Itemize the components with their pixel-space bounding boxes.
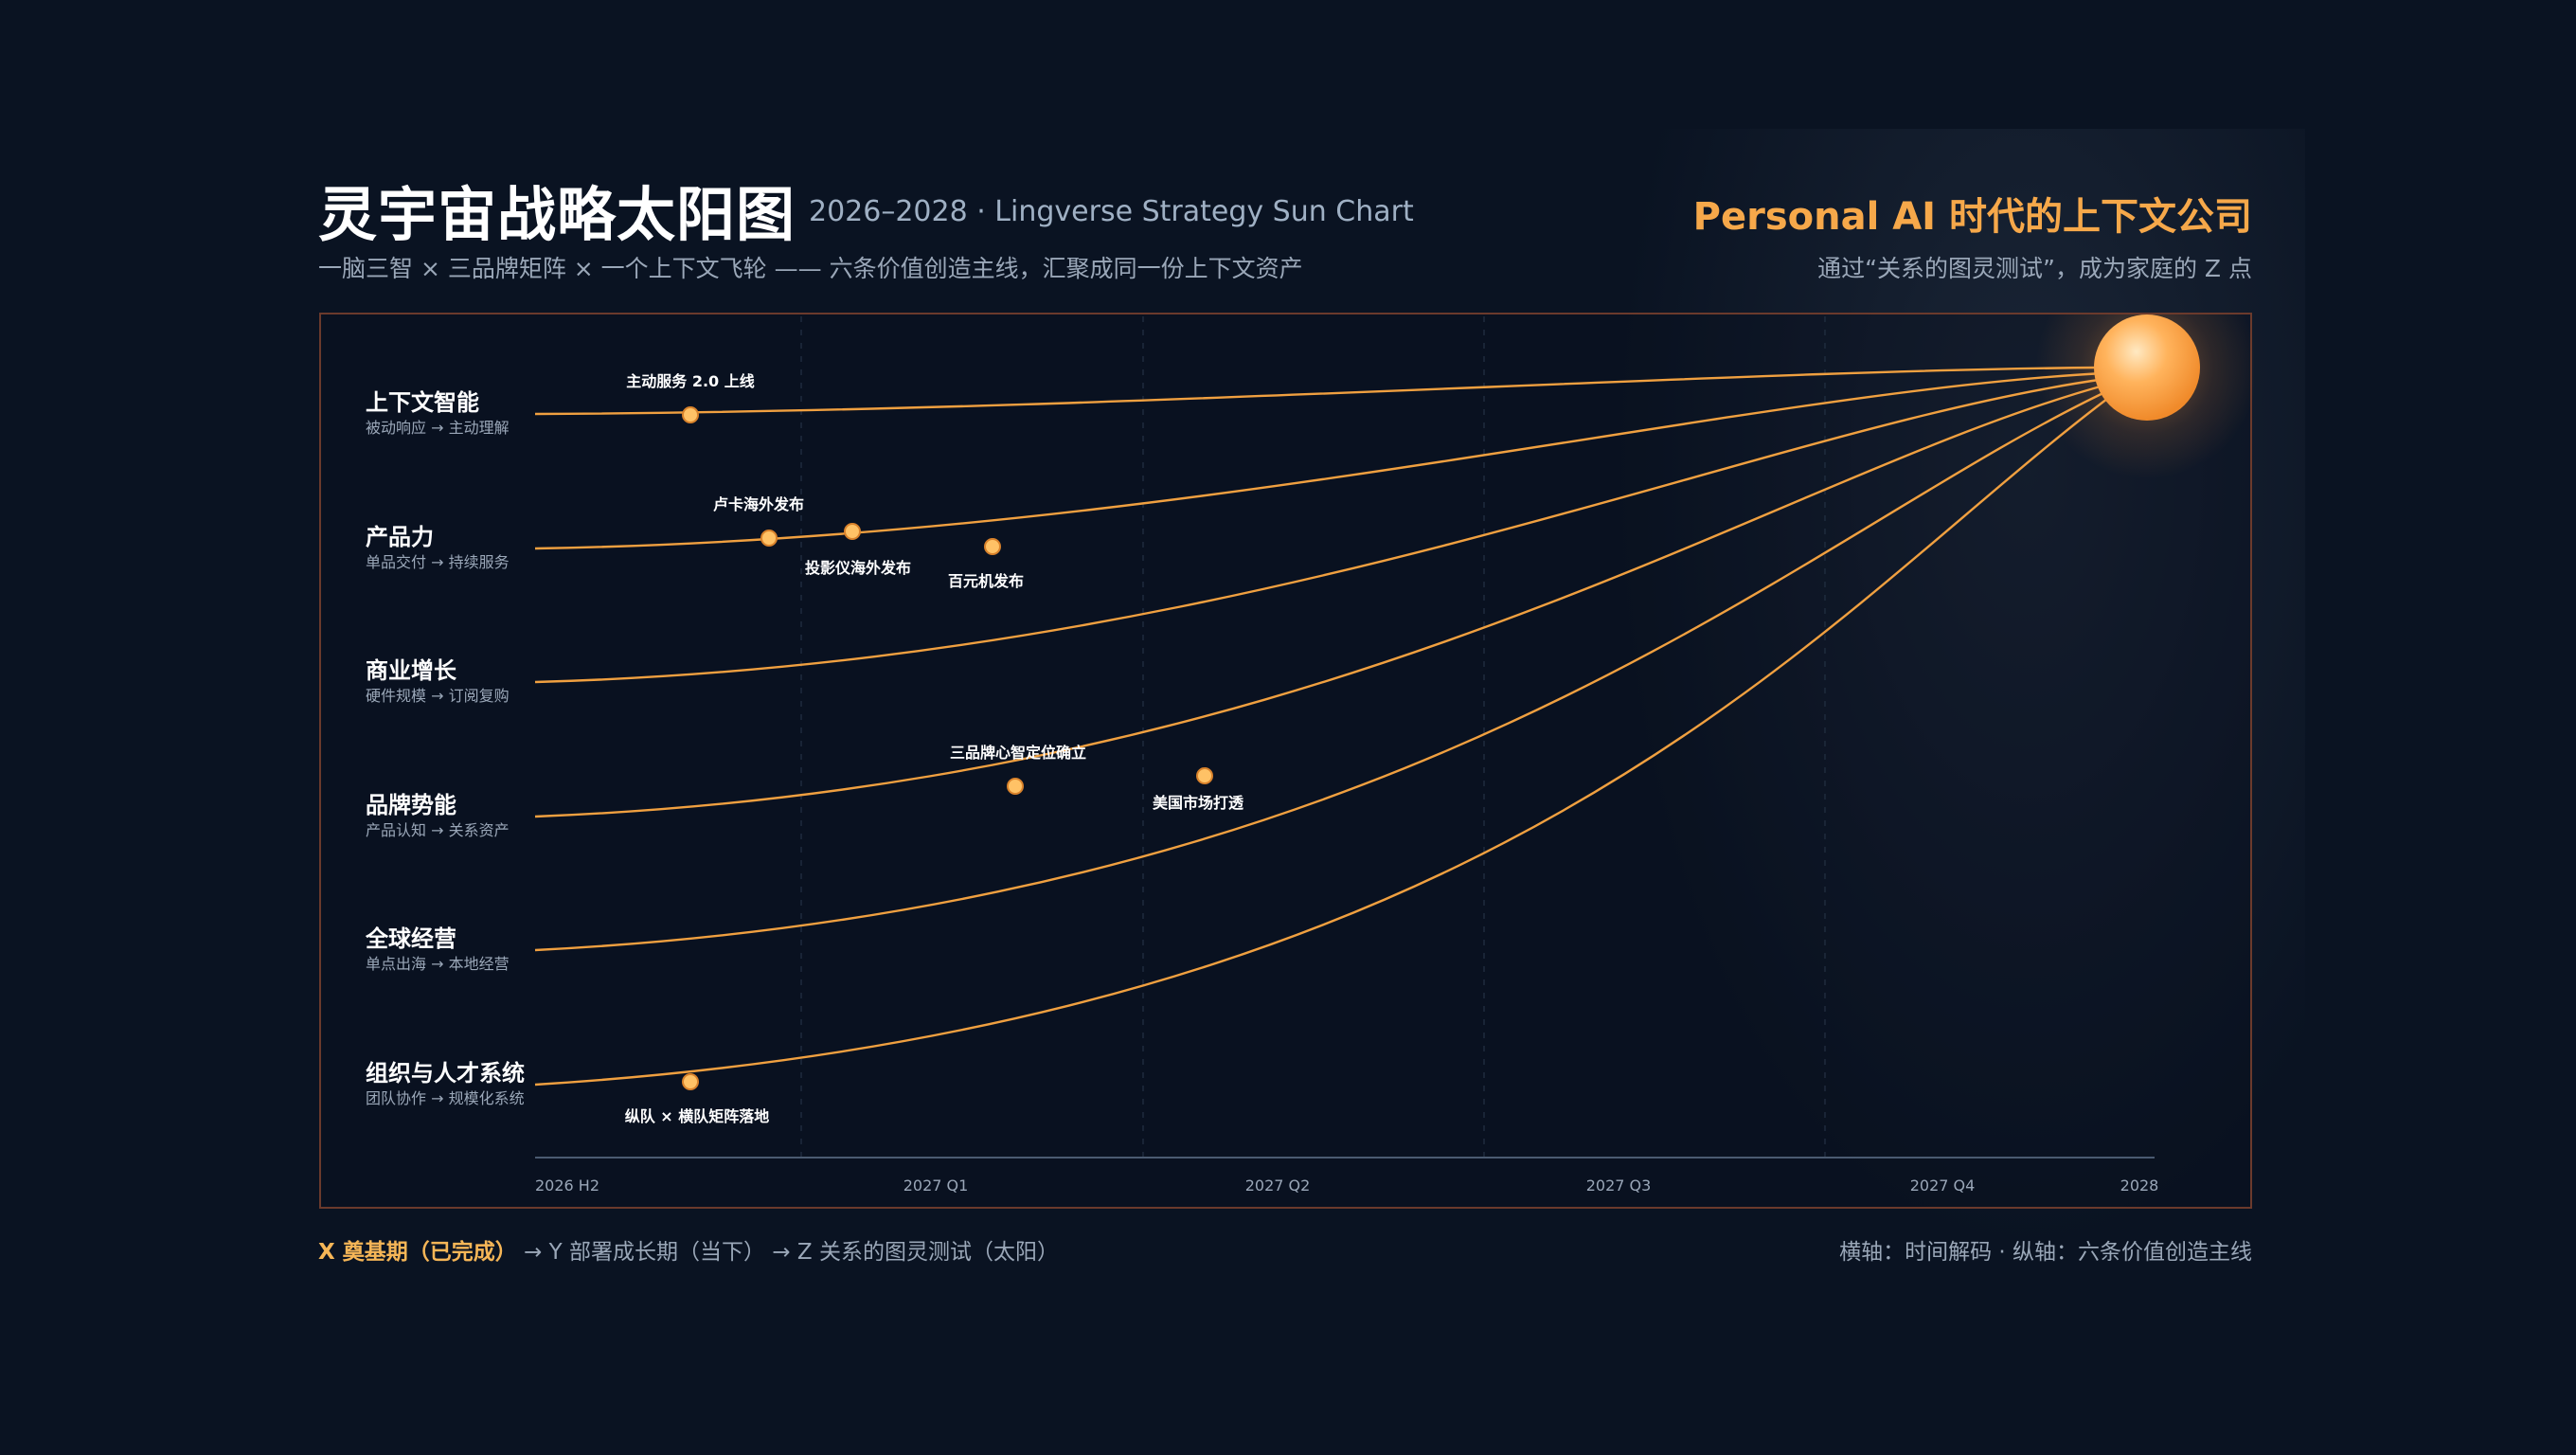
milestone: 卢卡海外发布 [713,495,804,547]
milestone-dot [1196,767,1213,784]
sun-icon [2094,314,2200,421]
phase-legend: X 奠基期（已完成） → Y 部署成长期（当下） → Z 关系的图灵测试（太阳） [318,1233,1059,1266]
phase-x-label: X 奠基期（已完成） [318,1240,517,1265]
lane-subtitle: 单品交付 → 持续服务 [366,553,510,571]
lane-curve [534,388,2110,952]
milestone-label: 百元机发布 [948,572,1024,590]
milestone-label: 纵队 × 横队矩阵落地 [625,1107,770,1125]
x-tick-label: 2026 H2 [535,1177,599,1195]
x-tick-label: 2028 [2120,1177,2159,1195]
x-tick-label: 2027 Q1 [903,1177,969,1195]
lane-curve [534,377,2106,684]
milestone: 投影仪海外发布 [805,523,911,577]
milestone-dot [844,523,861,540]
lane-subtitle: 硬件规模 → 订阅复购 [366,687,510,705]
lane-curve [534,366,2102,416]
milestone-label: 三品牌心智定位确立 [950,744,1086,762]
lane-curve [534,395,2112,1087]
milestone: 纵队 × 横队矩阵落地 [625,1073,770,1125]
lane-name: 品牌势能 [366,792,456,818]
x-tick-label: 2027 Q3 [1586,1177,1652,1195]
lane-name: 产品力 [366,524,434,550]
lane-name: 商业增长 [366,657,457,684]
lane-name: 上下文智能 [366,389,479,416]
axes-note: 横轴：时间解码 · 纵轴：六条价值创造主线 [1839,1240,2252,1265]
lane-name: 全球经营 [365,925,456,952]
milestone-label: 美国市场打透 [1153,794,1244,812]
milestone: 百元机发布 [948,538,1024,590]
lane-curve [534,383,2108,818]
milestone-label: 卢卡海外发布 [713,495,804,513]
lane-subtitle: 产品认知 → 关系资产 [366,821,510,839]
milestone-dot [760,530,778,547]
x-tick-label: 2027 Q2 [1245,1177,1311,1195]
tagline-subtitle: 通过“关系的图灵测试”，成为家庭的 Z 点 [1817,255,2252,282]
lane-subtitle: 团队协作 → 规模化系统 [366,1089,525,1107]
page-title: 灵宇宙战略太阳图 [318,180,796,249]
milestone-dot [984,538,1001,555]
milestone-dot [682,406,699,423]
milestone: 美国市场打透 [1153,767,1244,812]
lane-subtitle: 单点出海 → 本地经营 [366,955,510,973]
milestone-label: 投影仪海外发布 [805,559,911,577]
x-tick-label: 2027 Q4 [1910,1177,1976,1195]
milestone: 主动服务 2.0 上线 [626,372,755,423]
page-subtitle: 一脑三智 × 三品牌矩阵 × 一个上下文飞轮 —— 六条价值创造主线，汇聚成同一… [318,255,1303,282]
lane-curve [534,371,2104,550]
milestone-dot [682,1073,699,1090]
milestone: 三品牌心智定位确立 [950,744,1086,795]
page-title-sub: 2026–2028 · Lingverse Strategy Sun Chart [809,195,1414,228]
lane-subtitle: 被动响应 → 主动理解 [366,419,510,437]
sun-chart-frame: 上下文智能被动响应 → 主动理解产品力单品交付 → 持续服务商业增长硬件规模 →… [319,313,2254,1209]
lane-name: 组织与人才系统 [366,1060,525,1087]
milestone-dot [1007,778,1024,795]
milestone-label: 主动服务 2.0 上线 [626,372,755,390]
tagline-title: Personal AI 时代的上下文公司 [1692,195,2252,239]
phase-rest-label: → Y 部署成长期（当下） → Z 关系的图灵测试（太阳） [524,1240,1059,1265]
